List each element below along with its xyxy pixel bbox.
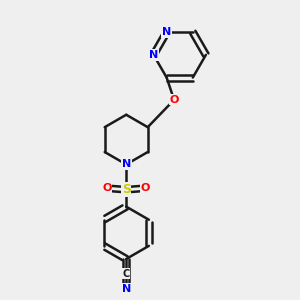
Text: N: N <box>162 27 171 37</box>
Text: O: O <box>102 183 112 193</box>
Text: N: N <box>122 284 131 294</box>
Text: O: O <box>141 183 150 193</box>
Text: S: S <box>122 183 131 196</box>
Text: C: C <box>123 269 130 279</box>
Text: N: N <box>149 50 158 60</box>
Text: O: O <box>169 95 179 105</box>
Text: N: N <box>122 159 131 170</box>
